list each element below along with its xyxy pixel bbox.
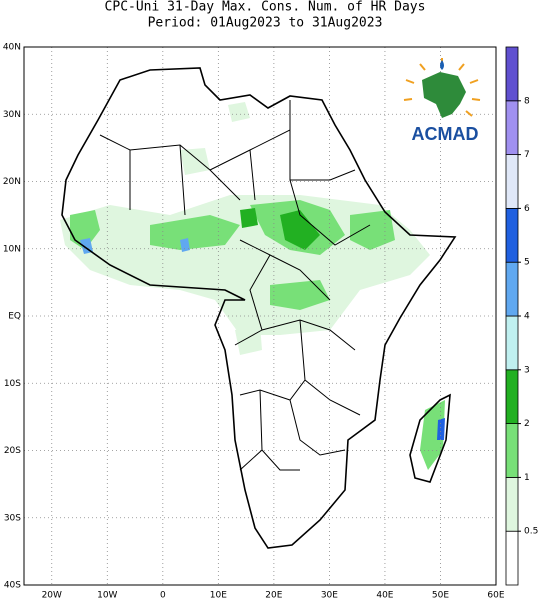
lon-tick-label: 10E [210, 591, 227, 600]
lat-tick-label: 30S [4, 513, 21, 523]
lat-tick-label: 10S [4, 379, 21, 389]
lat-tick-label: EQ [8, 312, 21, 322]
colorbar-label: 4 [524, 312, 530, 322]
colorbar-label: 8 [524, 96, 530, 106]
logo-text: ACMAD [412, 124, 479, 144]
lon-tick-label: 60E [487, 591, 504, 600]
lon-tick-label: 20W [42, 591, 62, 600]
colorbar: 0.5 1 2 3 4 5 6 7 8 [505, 46, 538, 586]
colorbar-swatch [505, 100, 519, 156]
map-title: CPC-Uni 31-Day Max. Cons. Num. of HR Day… [105, 0, 426, 15]
colorbar-label: 5 [524, 258, 530, 268]
colorbar-swatch [505, 423, 519, 478]
colorbar-label: 1 [524, 473, 530, 483]
lon-tick-label: 40E [376, 591, 393, 600]
colorbar-swatch [505, 369, 519, 424]
map-frame [23, 46, 497, 586]
colorbar-label: 6 [524, 204, 530, 214]
colorbar-swatch [505, 315, 519, 371]
coastlines [61, 67, 457, 549]
lat-tick-label: 40S [4, 581, 21, 591]
lat-tick-label: 10N [3, 244, 21, 254]
colorbar-swatch [505, 46, 519, 102]
lat-tick-label: 40N [3, 43, 21, 53]
lon-tick-label: 20E [265, 591, 282, 600]
rain-areas [60, 102, 445, 470]
lon-tick-label: 10W [97, 591, 117, 600]
colorbar-swatch [505, 207, 519, 263]
lat-tick-label: 30N [3, 110, 21, 120]
lon-tick-label: 0 [160, 591, 166, 600]
map-subtitle: Period: 01Aug2023 to 31Aug2023 [148, 16, 383, 31]
lon-tick-label: 50E [432, 591, 449, 600]
colorbar-label: 2 [524, 419, 530, 429]
colorbar-swatch [505, 154, 519, 209]
colorbar-swatch [505, 476, 519, 532]
colorbar-swatch [505, 261, 519, 317]
colorbar-swatch [505, 530, 519, 586]
lon-tick-label: 30E [321, 591, 338, 600]
lat-tick-label: 20N [3, 177, 21, 187]
colorbar-label: 7 [524, 150, 530, 160]
logo: ACMAD [403, 58, 481, 144]
colorbar-label: 3 [524, 365, 530, 375]
lat-tick-label: 20S [4, 446, 21, 456]
colorbar-label: 0.5 [524, 527, 538, 537]
